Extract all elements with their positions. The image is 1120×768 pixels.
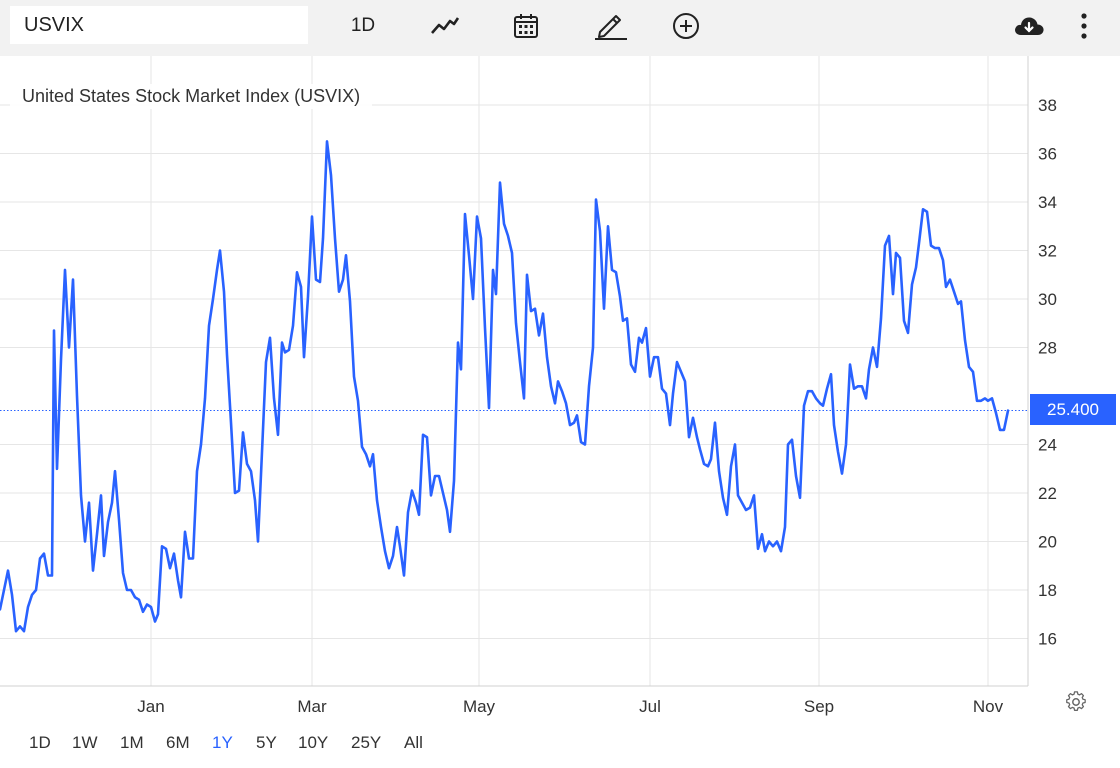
add-indicator-button[interactable] bbox=[670, 10, 702, 42]
y-tick-label: 36 bbox=[1038, 145, 1057, 164]
y-tick-label: 22 bbox=[1038, 484, 1057, 503]
calendar-button[interactable] bbox=[509, 10, 543, 42]
draw-icon bbox=[595, 15, 627, 40]
y-tick-label: 38 bbox=[1038, 96, 1057, 115]
chart-type-button[interactable] bbox=[428, 10, 462, 42]
y-tick-label: 16 bbox=[1038, 630, 1057, 649]
y-tick-label: 30 bbox=[1038, 290, 1057, 309]
interval-button[interactable]: 1D bbox=[343, 10, 383, 42]
calendar-icon bbox=[514, 14, 538, 38]
y-tick-label: 32 bbox=[1038, 242, 1057, 261]
draw-button[interactable] bbox=[590, 10, 630, 42]
range-button-1d[interactable]: 1D bbox=[29, 733, 51, 752]
x-tick-label: Sep bbox=[804, 697, 834, 716]
y-tick-label: 18 bbox=[1038, 581, 1057, 600]
x-tick-label: May bbox=[463, 697, 496, 716]
y-tick-label: 34 bbox=[1038, 193, 1057, 212]
range-button-all[interactable]: All bbox=[404, 733, 423, 752]
range-button-6m[interactable]: 6M bbox=[166, 733, 190, 752]
series-line bbox=[0, 140, 1010, 633]
chart-title: United States Stock Market Index (USVIX) bbox=[10, 84, 373, 109]
range-button-10y[interactable]: 10Y bbox=[298, 733, 329, 752]
y-tick-label: 28 bbox=[1038, 339, 1057, 358]
chart-toolbar: 1D bbox=[0, 0, 1120, 56]
range-button-5y[interactable]: 5Y bbox=[256, 733, 277, 752]
interval-label: 1D bbox=[350, 15, 376, 36]
last-value-tag: 25.400 bbox=[1030, 394, 1116, 425]
range-button-1m[interactable]: 1M bbox=[120, 733, 144, 752]
more-menu-button[interactable] bbox=[1074, 10, 1094, 42]
symbol-search-input[interactable] bbox=[10, 6, 308, 44]
range-button-1w[interactable]: 1W bbox=[72, 733, 98, 752]
x-tick-label: Jul bbox=[639, 697, 661, 716]
more-icon bbox=[1081, 13, 1087, 39]
range-button-25y[interactable]: 25Y bbox=[351, 733, 382, 752]
settings-gear-icon[interactable] bbox=[1065, 691, 1087, 713]
x-tick-label: Jan bbox=[137, 697, 164, 716]
y-tick-label: 24 bbox=[1038, 436, 1057, 455]
add-icon bbox=[673, 13, 699, 39]
y-tick-label: 20 bbox=[1038, 533, 1057, 552]
download-icon bbox=[1015, 17, 1044, 35]
range-button-1y[interactable]: 1Y bbox=[212, 733, 233, 752]
x-tick-label: Mar bbox=[297, 697, 327, 716]
x-tick-label: Nov bbox=[973, 697, 1004, 716]
line-chart-icon bbox=[431, 17, 460, 34]
download-button[interactable] bbox=[1012, 10, 1046, 42]
price-chart[interactable]: 16 18 20 22 24 28 30 32 34 36 38 Jan Mar May Jul Sep Nov bbox=[0, 56, 1120, 768]
